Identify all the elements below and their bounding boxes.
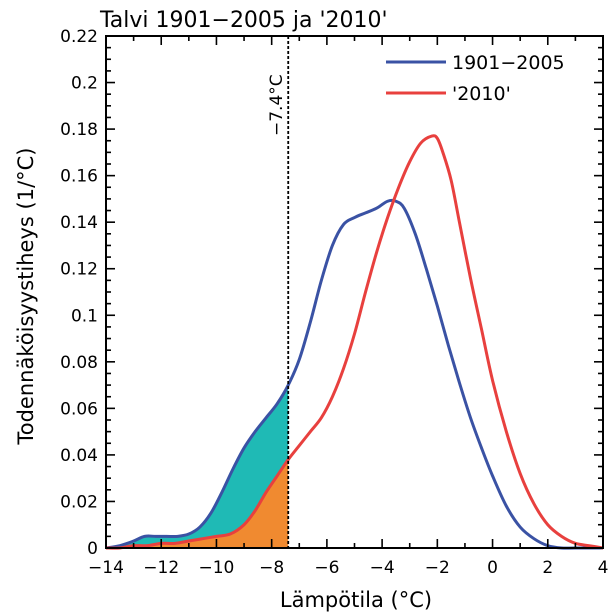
y-axis-label: Todennäköisyystiheys (1/°C) (14, 147, 38, 445)
threshold-label: −7.4°C (267, 74, 287, 136)
historical-tail-area (106, 385, 289, 548)
legend-label-2: '2010' (452, 83, 511, 105)
y-tick-label: 0.1 (71, 306, 98, 326)
legend: 1901−2005 '2010' (386, 52, 565, 105)
plot-frame (105, 35, 604, 549)
y-tick-label: 0 (87, 539, 98, 559)
x-tick-label: −12 (143, 558, 179, 578)
y-axis: 0 0.02 0.04 0.06 0.08 0.1 0.12 0.14 0.16 0.18 0.2 0… (60, 27, 603, 559)
x-tick-label: −10 (198, 558, 234, 578)
x-tick-label: 0 (487, 558, 498, 578)
y-tick-label: 0.06 (60, 399, 98, 419)
x-tick-label: 2 (542, 558, 553, 578)
shaded-areas (106, 385, 289, 548)
y-tick-label: 0.02 (60, 492, 98, 512)
y-tick-label: 0.22 (60, 27, 98, 47)
x-tick-label: −4 (370, 558, 395, 578)
y-tick-label: 0.18 (60, 120, 98, 140)
x-tick-label: −2 (425, 558, 450, 578)
y-tick-label: 0.2 (71, 74, 98, 94)
y-tick-label: 0.08 (60, 353, 98, 373)
chart-title: Talvi 1901−2005 ja '2010' (99, 8, 388, 33)
x-axis: −14 −12 −10 −8 −6 −4 −2 0 2 4 (88, 36, 608, 578)
x-tick-label: 4 (598, 558, 609, 578)
series-line-2 (105, 134, 604, 550)
x-tick-label: −8 (259, 558, 284, 578)
y-tick-label: 0.04 (60, 446, 98, 466)
y-tick-label: 0.12 (60, 260, 98, 280)
y-tick-label: 0.16 (60, 167, 98, 187)
x-tick-label: −6 (314, 558, 339, 578)
y-tick-label: 0.14 (60, 213, 98, 233)
x-axis-label: Lämpötila (°C) (280, 588, 432, 612)
legend-label-1: 1901−2005 (452, 52, 565, 74)
series-lines (105, 134, 604, 550)
x-tick-label: −14 (88, 558, 124, 578)
series-line-1 (105, 198, 603, 550)
